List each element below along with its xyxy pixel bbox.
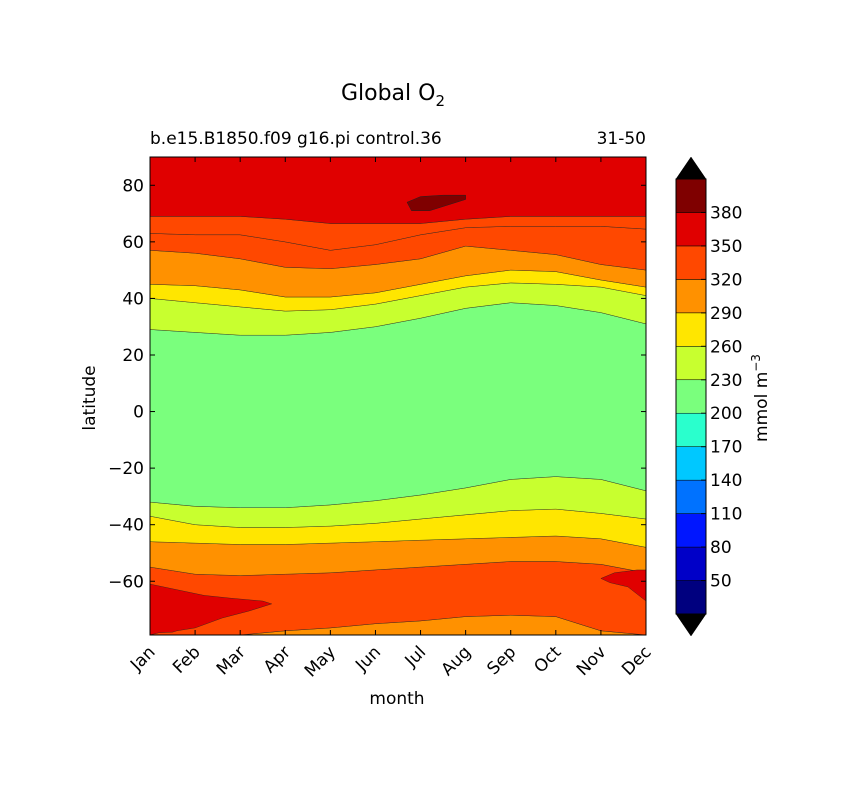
y-axis-label: latitude (80, 365, 100, 430)
colorbar-segment (675, 379, 707, 414)
patch-350-380-southeast (600, 569, 646, 602)
colorbar-segment (675, 412, 707, 447)
y-tick-label: 20 (122, 346, 144, 366)
colorbar: 50 80 110 140 170 200 230 260 290 320 350 380 (675, 156, 742, 637)
colorbar-label: mmol m−3 (749, 354, 772, 442)
subtitle-right: 31-50 (597, 129, 646, 149)
y-axis: 80 60 40 20 0 −20 −40 −60 (108, 176, 646, 592)
y-tick-label: −20 (108, 459, 144, 479)
x-tick-label: Jun (351, 642, 385, 676)
colorbar-tick-label: 380 (710, 203, 742, 223)
patch-350-380-southwest (150, 583, 273, 635)
x-tick-label: May (301, 642, 340, 681)
colorbar-tick-label: 200 (710, 404, 742, 424)
colorbar-tick-label: 140 (710, 471, 742, 491)
colorbar-tick-label: 110 (710, 505, 742, 525)
colorbar-extend-under (675, 613, 707, 637)
colorbar-segment (675, 178, 707, 213)
x-tick-label: Nov (573, 642, 611, 680)
x-tick-label: Oct (530, 642, 565, 677)
chart-title-subscript: 2 (435, 92, 445, 110)
x-tick-label: Jul (401, 642, 430, 671)
patch-380-410-north (406, 194, 466, 211)
colorbar-tick-label: 320 (710, 270, 742, 290)
x-tick-label: Sep (483, 642, 520, 679)
y-tick-label: −40 (108, 516, 144, 536)
colorbar-tick-label: 170 (710, 438, 742, 458)
colorbar-extend-over (675, 156, 707, 180)
band-350-380-north (150, 157, 646, 224)
colorbar-segment (675, 513, 707, 548)
x-tick-label: Apr (260, 642, 295, 677)
colorbar-tick-label: 290 (710, 304, 742, 324)
y-tick-label: 0 (133, 403, 144, 423)
x-tick-label: Feb (169, 642, 204, 677)
colorbar-label-superscript: −3 (749, 354, 763, 372)
colorbar-segment (675, 212, 707, 247)
colorbar-tick-label: 260 (710, 337, 742, 357)
colorbar-segment (675, 479, 707, 514)
colorbar-segment (675, 346, 707, 381)
y-tick-label: 40 (122, 289, 144, 309)
colorbar-frame (675, 178, 707, 615)
x-tick-label: Jan (126, 642, 159, 675)
colorbar-segment (675, 446, 707, 481)
colorbar-segment (675, 245, 707, 280)
y-tick-label: 80 (122, 176, 144, 196)
subtitle-left: b.e15.B1850.f09 g16.pi control.36 (150, 129, 442, 149)
colorbar-segment (675, 279, 707, 314)
chart-title: Global O2 (341, 81, 445, 110)
contour-plot-area (150, 157, 646, 635)
plot-frame (149, 156, 647, 636)
x-tick-label: Dec (618, 642, 655, 679)
x-tick-label: Aug (438, 642, 476, 680)
colorbar-tick-label: 350 (710, 237, 742, 257)
colorbar-tick-label: 80 (710, 538, 732, 558)
colorbar-tick-label: 50 (710, 572, 732, 592)
colorbar-segment (675, 312, 707, 347)
chart-title-main: Global O (341, 81, 436, 106)
x-axis-label: month (369, 689, 424, 709)
y-tick-label: −60 (108, 572, 144, 592)
colorbar-label-main: mmol m (752, 372, 772, 442)
x-tick-label: Mar (213, 642, 250, 679)
y-tick-label: 60 (122, 233, 144, 253)
colorbar-segment (675, 546, 707, 581)
colorbar-tick-label: 230 (710, 371, 742, 391)
colorbar-segment (675, 580, 707, 615)
